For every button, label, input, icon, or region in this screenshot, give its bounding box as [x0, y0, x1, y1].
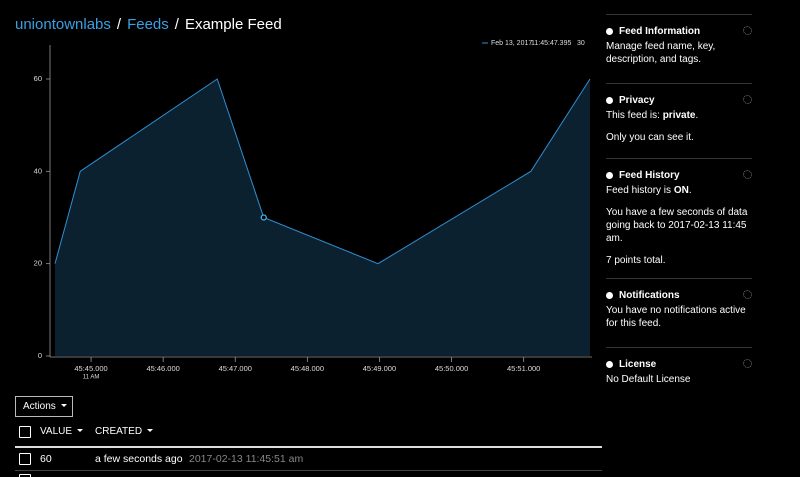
y-tick-label: 60	[34, 74, 42, 83]
section-text: This feed is: private.	[606, 109, 756, 122]
feed-information: Feed Information Manage feed name, key, …	[606, 14, 752, 75]
text: .	[688, 185, 692, 196]
section-title: Feed Information	[606, 25, 752, 38]
area	[55, 79, 590, 356]
y-tick-label: 20	[34, 259, 42, 268]
x-tick-label: 45:46.000	[146, 364, 179, 373]
breadcrumb-link[interactable]: uniontownlabs	[15, 16, 111, 33]
highlight-point	[260, 214, 267, 221]
tooltip-time: 11:45:47.395	[531, 40, 571, 47]
gear[interactable]	[743, 170, 752, 179]
row-rule	[15, 470, 602, 471]
gear[interactable]	[743, 359, 752, 368]
y-tick-label: 0	[38, 351, 42, 360]
x-tick-label: 45:51.000	[507, 364, 540, 373]
section-text: Only you can see it.	[606, 132, 694, 143]
header-rule	[15, 446, 602, 448]
text: private	[662, 110, 696, 121]
cell-timestamp: 2017-02-13 11:45:51 am	[189, 453, 304, 465]
x-tick-label: 45:45.000	[74, 364, 107, 373]
tooltip-value: 30	[577, 40, 585, 47]
checkbox[interactable]	[19, 474, 31, 477]
section-text: 7 points total.	[606, 255, 666, 266]
actions-button[interactable]: Actions	[15, 396, 73, 417]
text: This feed is:	[606, 110, 663, 121]
section-text: Feed history is ON.	[606, 184, 756, 197]
x-tick-label: 45:50.000	[435, 364, 468, 373]
section-title: License	[606, 358, 752, 371]
section-title: Notifications	[606, 289, 752, 302]
gear[interactable]	[743, 95, 752, 104]
notifications: Notifications You have no notifications …	[606, 278, 752, 339]
chart: Feb 13, 2017 11:45:47.395 30 0 20 40 60 45:4…	[34, 40, 592, 381]
x-tick-label: 45:47.000	[219, 364, 252, 373]
section-title: Feed History	[606, 169, 752, 182]
section-text: Manage feed name, key, description, and …	[606, 41, 716, 65]
section-text: You have a few seconds of data going bac…	[606, 207, 748, 244]
text: Feed history is	[606, 185, 674, 196]
section-text: You have no notifications active for thi…	[606, 305, 746, 329]
column-header[interactable]: VALUE	[40, 426, 83, 437]
text: .	[695, 110, 699, 121]
checkbox[interactable]	[19, 453, 31, 465]
tooltip-date: Feb 13, 2017	[491, 40, 532, 47]
section-title: Privacy	[606, 94, 752, 107]
y-tick-label: 40	[34, 166, 42, 175]
cell-created: a few seconds ago	[95, 453, 183, 465]
gear[interactable]	[743, 290, 752, 299]
text: ON	[673, 185, 689, 196]
x-tick-label: 45:48.000	[291, 364, 324, 373]
license: License No Default License	[606, 347, 752, 395]
gear[interactable]	[743, 26, 752, 35]
breadcrumb: uniontownlabs / Feeds / Example Feed	[15, 16, 282, 33]
checkbox[interactable]	[19, 426, 31, 438]
privacy: Privacy This feed is: private. Only you …	[606, 83, 752, 153]
breadcrumb-current: Example Feed	[184, 16, 282, 33]
feed-history: Feed History Feed history is ON. You hav…	[606, 158, 752, 276]
x-tick-label: 45:49.000	[363, 364, 396, 373]
x-sublabel: 11 AM	[83, 375, 100, 381]
cell-value: 60	[40, 453, 52, 465]
column-header[interactable]: CREATED	[95, 426, 153, 437]
breadcrumb-link[interactable]: Feeds	[127, 16, 169, 33]
section-text: No Default License	[606, 374, 691, 385]
